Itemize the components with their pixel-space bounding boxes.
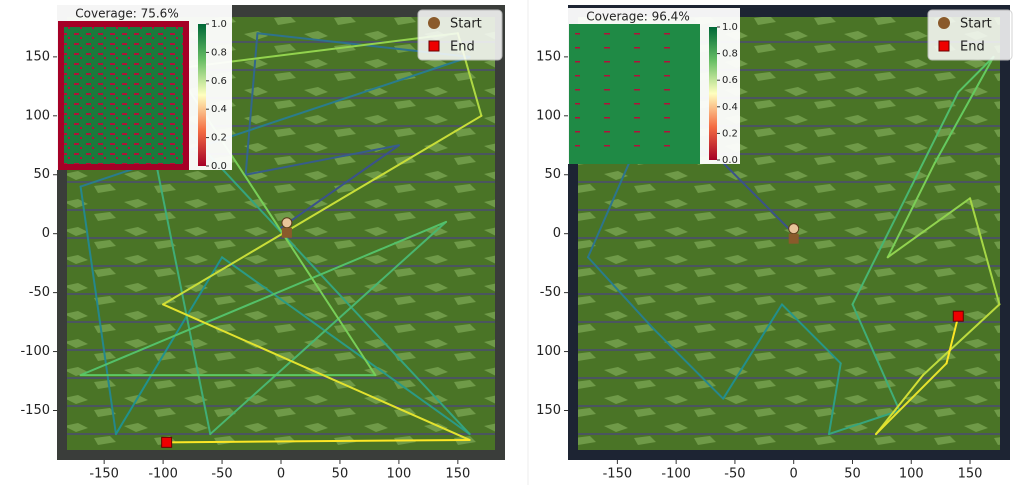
x-tick-label: -150 — [89, 467, 119, 482]
figure: -150 -100 -50 0 50 100 150 150 100 50 0 -50 -100 -150… — [0, 0, 1030, 485]
colorbar — [709, 27, 717, 160]
legend-label: Start — [450, 17, 482, 32]
y-tick-label: -50 — [540, 285, 561, 300]
end-marker — [162, 437, 172, 447]
x-tick-label: 150 — [958, 467, 983, 482]
colorbar-tick-label: 0.2 — [211, 133, 227, 144]
y-tick-label: 50 — [33, 167, 50, 182]
end-marker — [953, 311, 963, 321]
y-tick-label: 150 — [536, 403, 561, 418]
y-tick-label: -100 — [20, 344, 50, 359]
legend-label: Start — [960, 17, 992, 32]
start-marker — [282, 218, 292, 238]
start-body — [789, 234, 799, 244]
colorbar-tick-label: 0.2 — [722, 128, 738, 139]
inset-title: Coverage: 75.6% — [75, 7, 178, 21]
x-tick-label: -150 — [603, 467, 633, 482]
colorbar-tick-label: 0.0 — [211, 161, 227, 172]
legend-start-icon — [938, 17, 950, 29]
y-tick-label: 150 — [25, 49, 50, 64]
colorbar-tick-label: 0.6 — [211, 76, 227, 87]
colorbar-tick-label: 1.0 — [211, 19, 227, 30]
colorbar-tick-label: 1.0 — [722, 22, 738, 33]
legend-start-icon — [428, 17, 440, 29]
colorbar-tick-label: 0.8 — [722, 49, 738, 60]
y-tick-label: 0 — [553, 226, 561, 241]
y-tick-label: 100 — [536, 344, 561, 359]
y-tick-label: 150 — [536, 49, 561, 64]
x-tick-label: 0 — [790, 467, 798, 482]
coverage-map — [61, 24, 186, 167]
x-tick-label: -50 — [724, 467, 745, 482]
x-tick-label: 100 — [899, 467, 924, 482]
start-marker — [789, 224, 799, 244]
start-head — [789, 224, 799, 234]
colorbar-tick-label: 0.0 — [722, 155, 738, 166]
start-head — [282, 218, 292, 228]
x-tick-label: 150 — [445, 467, 470, 482]
x-tick-label: -50 — [211, 467, 232, 482]
colorbar — [198, 24, 206, 166]
colorbar-tick-label: 0.4 — [211, 104, 227, 115]
x-tick-label: -100 — [661, 467, 691, 482]
x-tick-label: -100 — [148, 467, 178, 482]
y-tick-label: 100 — [25, 108, 50, 123]
legend-label: End — [960, 40, 985, 55]
coverage-map — [572, 27, 697, 161]
x-tick-label: 50 — [844, 467, 861, 482]
legend-end-icon — [939, 41, 949, 51]
y-tick-label: 0 — [42, 226, 50, 241]
start-body — [282, 228, 292, 238]
colorbar-tick-label: 0.8 — [211, 47, 227, 58]
x-tick-label: 50 — [332, 467, 349, 482]
x-tick-label: 0 — [277, 467, 285, 482]
y-tick-label: 50 — [544, 167, 561, 182]
inset-title: Coverage: 96.4% — [586, 10, 689, 24]
y-tick-label: -50 — [29, 285, 50, 300]
y-tick-label: -150 — [20, 403, 50, 418]
x-tick-label: 100 — [386, 467, 411, 482]
legend-label: End — [450, 40, 475, 55]
colorbar-tick-label: 0.4 — [722, 102, 738, 113]
legend-end-icon — [429, 41, 439, 51]
y-tick-label: 100 — [536, 108, 561, 123]
colorbar-tick-label: 0.6 — [722, 75, 738, 86]
